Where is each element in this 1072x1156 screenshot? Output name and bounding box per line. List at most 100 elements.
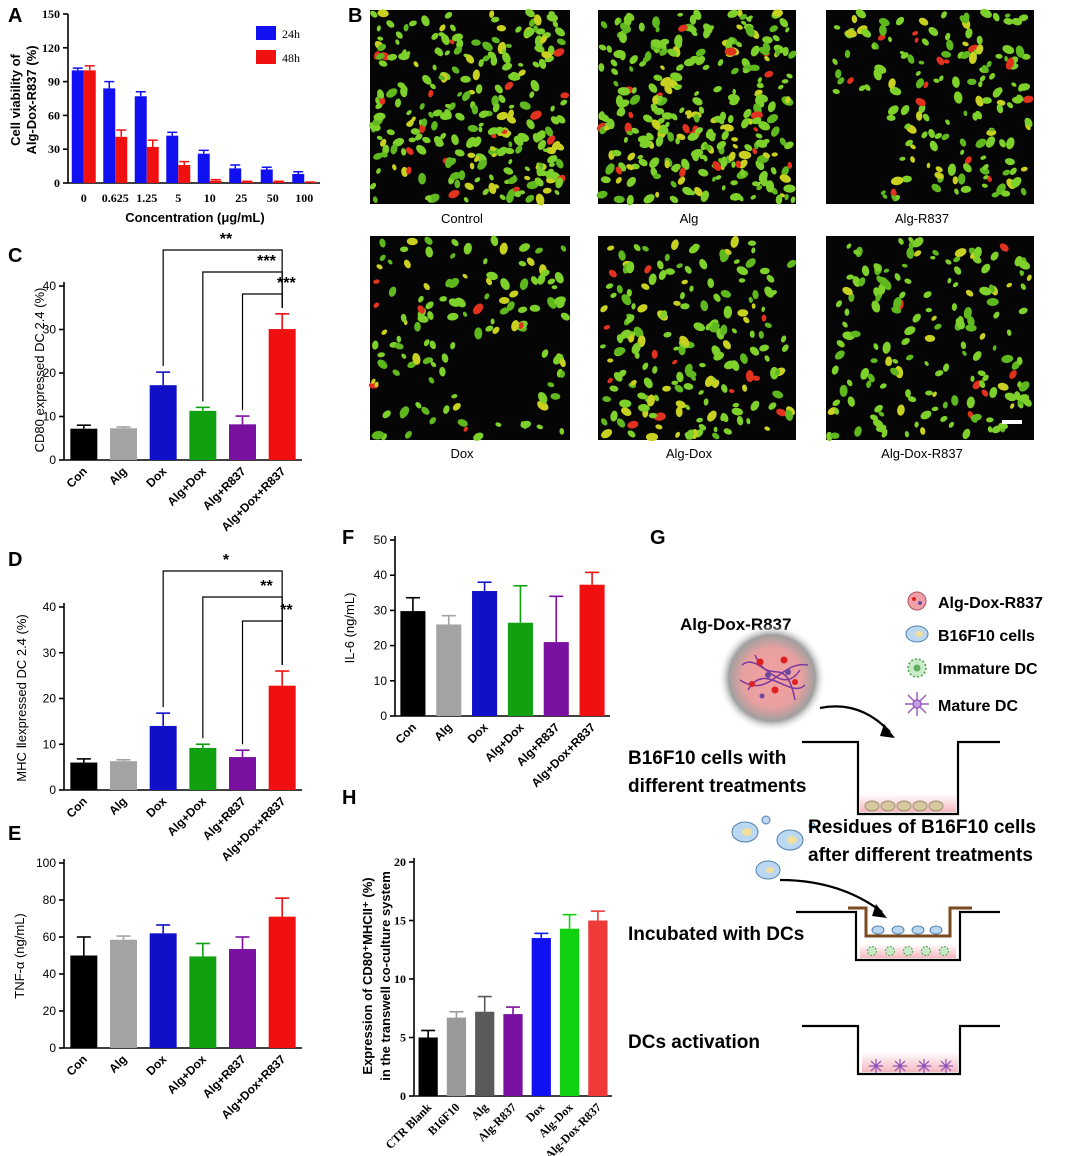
well-2-icon bbox=[796, 906, 1000, 962]
micrograph-1: Control bbox=[368, 8, 570, 226]
chart-a: Cell viability of Alg-Dox-R837 (%) Conce… bbox=[8, 7, 320, 225]
chart-d: MHC Ⅱexpressed DC 2.4 (%) 0 10 20 30 40 Con Al… bbox=[14, 552, 302, 864]
micrograph-cells bbox=[826, 236, 1032, 442]
micrograph-background bbox=[826, 10, 1034, 204]
chart-c-sig-bracket bbox=[241, 293, 283, 411]
chart-c-ytick-label: 20 bbox=[43, 366, 57, 380]
well-3-icon bbox=[802, 1024, 1000, 1076]
legend-mature-dc: Mature DC bbox=[905, 692, 1018, 716]
chart-a-xtick-label: 0.625 bbox=[102, 191, 129, 205]
chart-a-xtick-label: 10 bbox=[204, 191, 216, 205]
chart-e-xtick-label: Alg bbox=[106, 1052, 130, 1076]
chart-h: Expression of CD80⁺MHCII⁺ (%) in the tra… bbox=[360, 855, 612, 1156]
chart-d-bar bbox=[229, 757, 256, 790]
arrow-1-icon bbox=[819, 705, 891, 733]
micrograph-label: Dox bbox=[450, 446, 474, 461]
chart-e-bar bbox=[70, 955, 98, 1048]
chart-e-ytick-label: 0 bbox=[49, 1041, 56, 1055]
chart-d-xtick-label: Dox bbox=[143, 794, 169, 820]
panel-label-h: H bbox=[342, 787, 356, 809]
scale-bar bbox=[1002, 420, 1022, 424]
chart-c-sig-bracket bbox=[202, 271, 283, 402]
chart-e-bar bbox=[268, 916, 296, 1048]
chart-a-xtick-label: 50 bbox=[267, 191, 279, 205]
legend-alg-dox-r837: Alg-Dox-R837 bbox=[907, 591, 1043, 612]
chart-a-ytick-label: 150 bbox=[42, 7, 60, 21]
chart-a-bar-24h bbox=[166, 135, 179, 183]
chart-f-bar bbox=[507, 622, 533, 716]
chart-c-bar bbox=[189, 410, 217, 460]
panel-label-f: F bbox=[342, 527, 354, 549]
nanoparticle-icon bbox=[718, 624, 826, 732]
micrograph-label: Alg-Dox bbox=[666, 446, 713, 461]
chart-d-bar bbox=[149, 725, 177, 790]
chart-e-ytick-label: 100 bbox=[36, 856, 56, 870]
legend-b16f10: B16F10 cells bbox=[905, 625, 1035, 645]
chart-h-bar bbox=[446, 1017, 467, 1096]
micrograph-background bbox=[370, 236, 570, 440]
chart-f-ytick-label: 30 bbox=[374, 603, 388, 617]
chart-a-bar-24h bbox=[71, 70, 84, 183]
chart-c-bar bbox=[268, 329, 296, 460]
micrograph-grid: Control Alg Alg-R837 Dox Alg-Dox Alg-Dox-R837 bbox=[368, 8, 1034, 461]
micrograph-label: Alg-R837 bbox=[895, 211, 949, 226]
chart-d-bar bbox=[110, 761, 137, 790]
chart-h-bar bbox=[418, 1037, 438, 1096]
chart-h-bar bbox=[503, 1014, 523, 1096]
chart-f-xtick-label: Alg bbox=[431, 720, 455, 744]
arrowhead-1-icon bbox=[880, 724, 895, 738]
micrograph-label: Control bbox=[441, 211, 483, 226]
micrograph-4: Dox bbox=[368, 235, 570, 461]
chart-f: IL-6 (ng/mL) 0 10 20 30 40 50 Con Alg Dox Alg+Dox… bbox=[342, 533, 610, 790]
chart-e-ytick-label: 20 bbox=[43, 1004, 57, 1018]
well-1-icon bbox=[802, 740, 1000, 816]
step2-line1: Residues of B16F10 cells bbox=[808, 817, 1036, 838]
step2-line2: after different treatments bbox=[808, 845, 1033, 866]
chart-d-ytick-label: 40 bbox=[43, 600, 57, 614]
chart-c-bar bbox=[149, 385, 177, 460]
chart-h-ylabel-line1: Expression of CD80⁺MHCII⁺ (%) bbox=[360, 877, 375, 1074]
chart-e-ylabel: TNF-α (ng/mL) bbox=[12, 913, 27, 999]
chart-h-bar bbox=[559, 928, 580, 1096]
chart-a-bar-24h bbox=[103, 88, 116, 183]
step3-label: Incubated with DCs bbox=[628, 924, 804, 945]
chart-e-xtick-label: Dox bbox=[143, 1052, 169, 1078]
chart-d-ytick-label: 30 bbox=[43, 646, 57, 660]
chart-h-ytick-label: 10 bbox=[394, 972, 406, 986]
panel-label-e: E bbox=[8, 823, 21, 845]
chart-h-bar bbox=[531, 938, 551, 1096]
panel-label-c: C bbox=[8, 245, 22, 267]
chart-a-ylabel-line1: Cell viability of bbox=[8, 53, 23, 145]
chart-f-ylabel: IL-6 (ng/mL) bbox=[342, 593, 357, 664]
chart-c-bar bbox=[110, 428, 137, 460]
chart-f-ytick-label: 0 bbox=[380, 709, 387, 723]
chart-c-bar bbox=[229, 424, 256, 460]
chart-f-xtick-label: Alg+Dox+R837 bbox=[528, 720, 598, 790]
chart-f-bar bbox=[543, 642, 569, 716]
step1-line1: B16F10 cells with bbox=[628, 748, 786, 769]
svg-text:B16F10 cells: B16F10 cells bbox=[938, 628, 1035, 645]
chart-a-xtick-label: 5 bbox=[175, 191, 181, 205]
step4-label: DCs activation bbox=[628, 1032, 760, 1053]
chart-h-xtick-label: B16F10 bbox=[425, 1100, 463, 1138]
micrograph-cells bbox=[596, 9, 797, 206]
chart-f-bar bbox=[400, 611, 426, 716]
chart-a-ytick-label: 120 bbox=[42, 41, 60, 55]
chart-h-bar bbox=[588, 920, 608, 1096]
chart-d-ylabel: MHC Ⅱexpressed DC 2.4 (%) bbox=[14, 614, 29, 782]
chart-c-ytick-label: 0 bbox=[49, 453, 56, 467]
chart-a-bar-24h bbox=[229, 168, 242, 183]
chart-e-ytick-label: 40 bbox=[43, 967, 57, 981]
chart-a-bar-48h bbox=[209, 180, 222, 183]
chart-a-bar-24h bbox=[260, 169, 273, 183]
chart-c-ytick-label: 10 bbox=[43, 410, 57, 424]
chart-d-ytick-label: 10 bbox=[43, 737, 57, 751]
chart-f-xtick-label: Con bbox=[393, 720, 419, 746]
chart-a-bar-48h bbox=[241, 181, 254, 183]
chart-d-ytick-label: 20 bbox=[43, 692, 57, 706]
micrograph-cells bbox=[832, 8, 1034, 202]
chart-c-ylabel: CD80 expressed DC 2.4 (%) bbox=[32, 288, 47, 453]
micrograph-label: Alg-Dox-R837 bbox=[881, 446, 963, 461]
